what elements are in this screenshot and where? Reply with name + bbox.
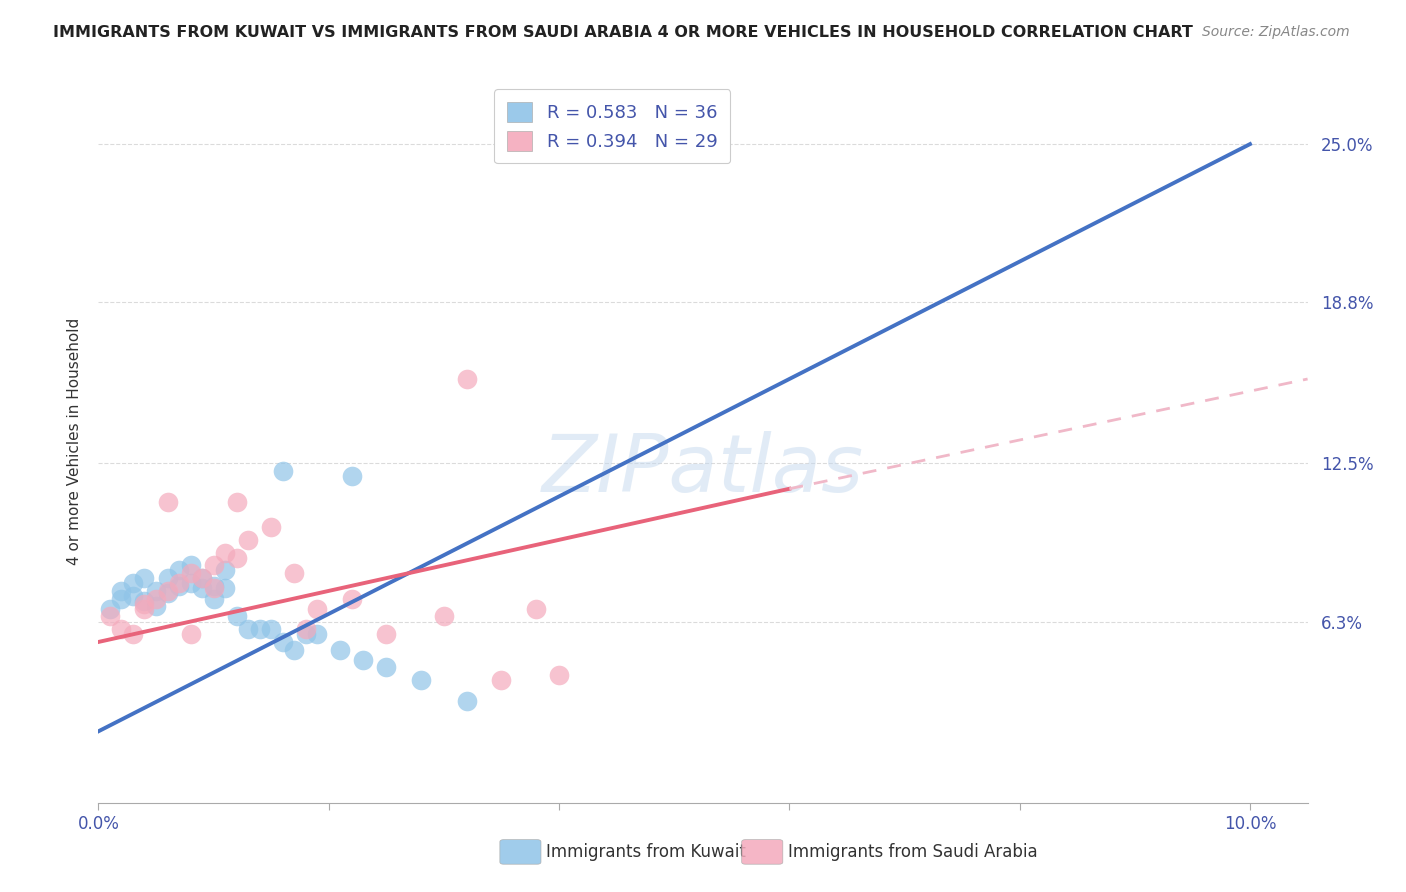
Point <box>202 582 225 596</box>
Point <box>122 589 145 603</box>
Point <box>375 627 398 641</box>
Point <box>271 635 294 649</box>
Point <box>456 372 478 386</box>
Point <box>307 601 329 615</box>
Point <box>214 564 236 578</box>
Point <box>294 627 316 641</box>
Point <box>134 597 156 611</box>
Point <box>271 464 294 478</box>
Point <box>433 609 456 624</box>
Point <box>202 558 225 573</box>
Point <box>225 550 247 565</box>
Point <box>110 583 132 598</box>
Point <box>236 533 259 547</box>
Point <box>191 571 214 585</box>
FancyBboxPatch shape <box>742 839 783 864</box>
Point <box>145 599 167 614</box>
Point <box>156 494 179 508</box>
Point <box>294 622 316 636</box>
Point <box>134 594 156 608</box>
Point <box>202 579 225 593</box>
Point <box>283 642 305 657</box>
Point <box>98 601 121 615</box>
Text: ZIPatlas: ZIPatlas <box>541 432 865 509</box>
Point <box>329 642 352 657</box>
Point <box>122 627 145 641</box>
Point <box>167 576 190 591</box>
Point <box>156 586 179 600</box>
Point <box>352 653 374 667</box>
Text: Source: ZipAtlas.com: Source: ZipAtlas.com <box>1202 25 1350 39</box>
Text: Immigrants from Saudi Arabia: Immigrants from Saudi Arabia <box>787 843 1038 861</box>
Point <box>145 591 167 606</box>
Point <box>156 583 179 598</box>
Point <box>191 582 214 596</box>
Text: Immigrants from Kuwait: Immigrants from Kuwait <box>546 843 745 861</box>
Point <box>110 622 132 636</box>
Point <box>307 627 329 641</box>
Y-axis label: 4 or more Vehicles in Household: 4 or more Vehicles in Household <box>66 318 82 566</box>
Point <box>249 622 271 636</box>
Point <box>156 571 179 585</box>
Text: IMMIGRANTS FROM KUWAIT VS IMMIGRANTS FROM SAUDI ARABIA 4 OR MORE VEHICLES IN HOU: IMMIGRANTS FROM KUWAIT VS IMMIGRANTS FRO… <box>53 25 1194 40</box>
Point <box>180 566 202 580</box>
Point <box>548 668 571 682</box>
Point <box>524 601 547 615</box>
Point <box>236 622 259 636</box>
Point <box>456 694 478 708</box>
Point <box>409 673 432 688</box>
Legend: R = 0.583   N = 36, R = 0.394   N = 29: R = 0.583 N = 36, R = 0.394 N = 29 <box>495 89 730 163</box>
Point <box>110 591 132 606</box>
Point <box>191 571 214 585</box>
Point <box>340 591 363 606</box>
Point <box>167 579 190 593</box>
Point <box>202 591 225 606</box>
Point <box>134 571 156 585</box>
Point <box>180 576 202 591</box>
Point <box>180 627 202 641</box>
Point <box>134 601 156 615</box>
Point <box>375 660 398 674</box>
Point <box>98 609 121 624</box>
Point <box>145 583 167 598</box>
Point <box>122 576 145 591</box>
Point <box>180 558 202 573</box>
Point <box>491 673 513 688</box>
Point <box>214 582 236 596</box>
Point <box>225 609 247 624</box>
Point <box>260 622 283 636</box>
Point <box>260 520 283 534</box>
Point <box>225 494 247 508</box>
Point <box>167 564 190 578</box>
FancyBboxPatch shape <box>501 839 541 864</box>
Point <box>340 469 363 483</box>
Point <box>283 566 305 580</box>
Point <box>214 546 236 560</box>
